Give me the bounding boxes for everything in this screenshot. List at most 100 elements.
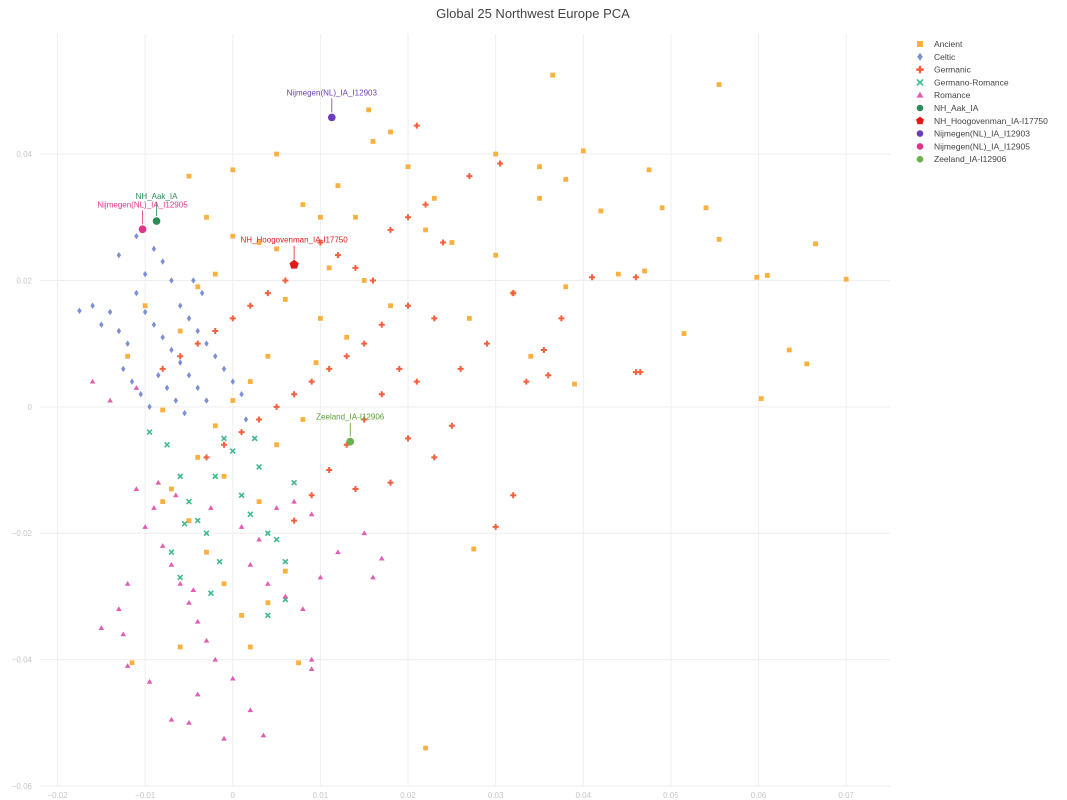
- point-germano-romance: [164, 441, 171, 448]
- point-ancient: [786, 347, 792, 353]
- point-germanic: [378, 391, 385, 398]
- point-germanic: [221, 441, 228, 448]
- point-germanic: [361, 416, 368, 423]
- point-romance: [256, 536, 262, 542]
- point-romance: [212, 656, 219, 662]
- legend[interactable]: Ancient Celtic Germanic Germano-Romance Roma…: [916, 39, 1048, 164]
- legend-item-nijmegen-nl-ia-i12903[interactable]: Nijmegen(NL)_IA_I12903: [916, 129, 1030, 139]
- point-celtic: [151, 245, 157, 253]
- point-celtic: [147, 403, 152, 411]
- legend-item-zeeland-ia-i12906[interactable]: Zeeland_IA-I12906: [916, 154, 1007, 164]
- annotation-nijmegen-nl-ia-i12903: Nijmegen(NL)_IA_I12903: [287, 88, 378, 97]
- x-tick-label: 0.07: [838, 791, 854, 800]
- point-germanic: [510, 492, 517, 499]
- point-romance: [208, 505, 214, 510]
- legend-label: Romance: [934, 90, 971, 100]
- point-ancient: [353, 214, 358, 220]
- legend-marker-nijmegen-nl-ia-i12903: [916, 130, 924, 137]
- point-ancient: [550, 72, 556, 78]
- legend-item-nijmegen-nl-ia-i12905[interactable]: Nijmegen(NL)_IA_I12905: [916, 141, 1030, 151]
- point-germanic: [334, 252, 341, 259]
- point-germanic: [343, 441, 350, 448]
- point-romance: [282, 593, 289, 599]
- point-germanic: [378, 321, 385, 328]
- point-ancient: [230, 167, 236, 173]
- point-germanic: [317, 239, 324, 246]
- point-ancient: [265, 600, 271, 606]
- point-germanic: [413, 122, 420, 129]
- x-tick-label: 0.01: [313, 791, 329, 800]
- point-germano-romance: [177, 574, 184, 581]
- point-germanic: [405, 302, 412, 309]
- point-ancient: [423, 227, 428, 233]
- point-germanic: [637, 369, 644, 376]
- legend-item-celtic[interactable]: Celtic: [917, 52, 956, 62]
- legend-label: Zeeland_IA-I12906: [934, 154, 1007, 164]
- point-celtic: [129, 378, 135, 385]
- annotation-nh-hoogovenman-ia-i17750: NH_Hoogovenman_IA-I17750: [241, 236, 349, 245]
- point-ancient: [221, 581, 227, 587]
- legend-item-romance[interactable]: Romance: [916, 90, 971, 100]
- point-ancient: [204, 549, 209, 555]
- legend-item-nh-hoogovenman-ia-i17750[interactable]: NH_Hoogovenman_IA-I17750: [916, 116, 1048, 126]
- legend-marker-nh-hoogovenman-ia-i17750: [916, 116, 924, 125]
- point-romance: [203, 637, 210, 643]
- point-germanic: [264, 290, 271, 297]
- point-germano-romance: [291, 479, 298, 486]
- legend-marker-celtic: [917, 52, 923, 61]
- point-germanic: [387, 226, 394, 233]
- legend-item-germanic[interactable]: Germanic: [916, 65, 972, 75]
- point-germanic: [326, 365, 333, 372]
- point-celtic: [156, 372, 161, 379]
- point-germanic: [431, 454, 438, 461]
- point-ancient: [239, 612, 244, 618]
- point-germanic: [431, 315, 438, 322]
- point-ancient: [423, 745, 428, 751]
- point-ancient: [405, 164, 411, 170]
- point-celtic: [186, 315, 192, 322]
- y-tick-label: −0.06: [12, 782, 33, 791]
- x-tick-label: 0.05: [663, 791, 679, 800]
- legend-label: NH_Aak_IA: [934, 103, 979, 113]
- point-germanic: [632, 369, 639, 376]
- y-axis-ticks: 0.04 0.02 0 −0.02 −0.04 −0.06: [12, 150, 33, 791]
- point-celtic: [99, 321, 104, 328]
- legend-marker-zeeland-ia-i12906: [916, 155, 924, 163]
- point-celtic: [125, 340, 130, 347]
- x-axis-ticks: −0.02 −0.01 0 0.01 0.02 0.03 0.04 0.05 0.06 0.07: [47, 791, 854, 800]
- point-romance: [308, 511, 315, 517]
- y-tick-label: −0.04: [12, 656, 33, 665]
- point-celtic: [134, 289, 139, 297]
- legend-item-nh-aak-ia[interactable]: NH_Aak_IA: [916, 103, 979, 113]
- point-ancient: [563, 176, 569, 182]
- point-romance: [194, 691, 201, 697]
- point-celtic: [191, 277, 196, 284]
- point-celtic: [160, 334, 165, 341]
- point-germano-romance: [212, 473, 219, 480]
- point-celtic: [169, 277, 174, 284]
- legend-marker-ancient: [917, 41, 923, 47]
- point-germano-romance: [264, 612, 271, 619]
- point-germanic: [632, 274, 639, 281]
- legend-item-ancient[interactable]: Ancient: [917, 39, 963, 49]
- legend-marker-nijmegen-nl-ia-i12905: [916, 143, 924, 150]
- legend-marker-romance: [916, 91, 924, 98]
- point-germano-romance: [256, 463, 263, 470]
- point-ancient: [256, 240, 262, 245]
- point-romance: [229, 675, 236, 681]
- point-germanic: [510, 290, 517, 297]
- x-tick-label: 0.03: [488, 791, 504, 800]
- point-celtic: [186, 372, 192, 379]
- point-ancient: [528, 353, 534, 359]
- point-ancient: [388, 129, 393, 135]
- point-romance: [168, 562, 175, 567]
- point-ancient: [186, 173, 192, 179]
- point-germanic: [405, 214, 412, 221]
- annotation-nijmegen-nl-ia-i12905: Nijmegen(NL)_IA_I12905: [97, 200, 188, 209]
- point-germanic: [194, 340, 201, 347]
- point-germanic: [229, 315, 236, 322]
- point-germanic: [422, 201, 429, 208]
- point-ancient: [388, 303, 393, 309]
- legend-item-germano-romance[interactable]: Germano-Romance: [916, 77, 1009, 87]
- point-celtic: [121, 365, 126, 373]
